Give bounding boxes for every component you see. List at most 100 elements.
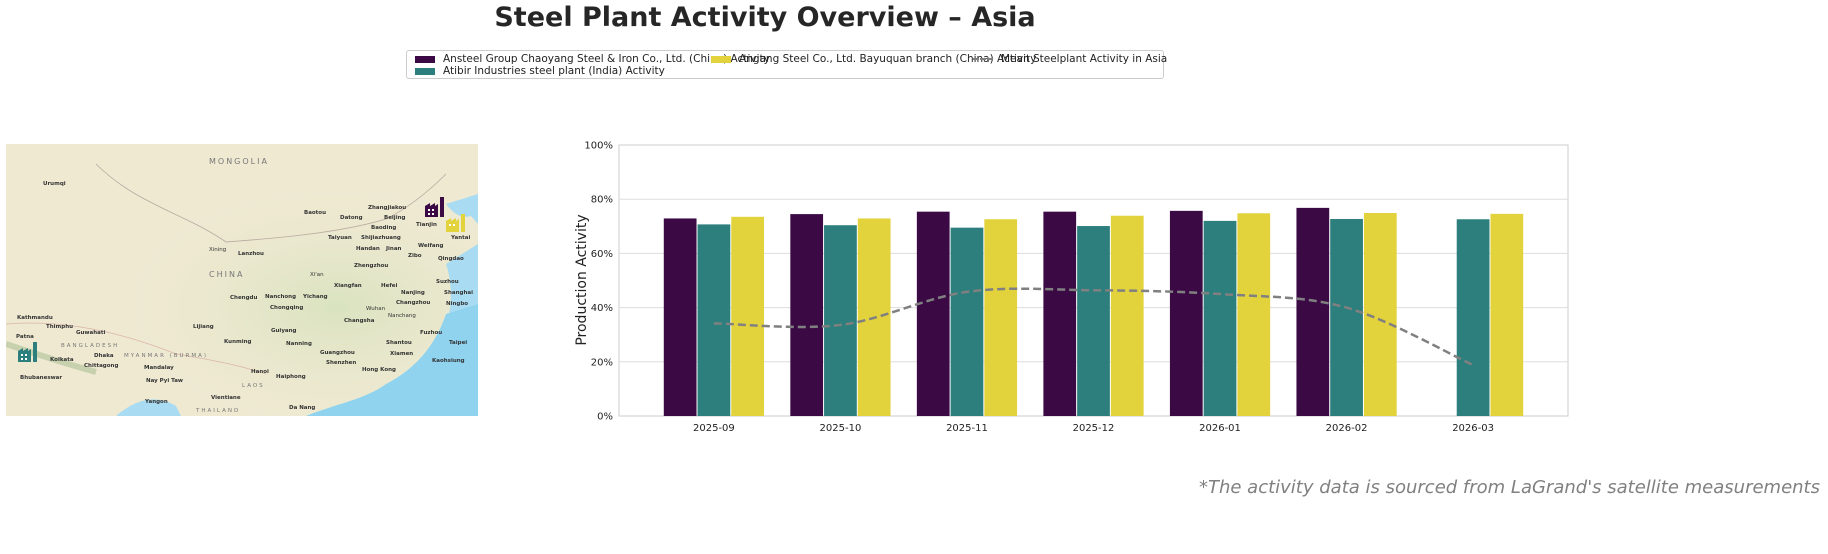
bar [663, 218, 697, 416]
map-label: Chongqing [270, 305, 304, 311]
map-label: Baoding [371, 225, 397, 231]
map-label: Zhangjiakou [368, 205, 407, 211]
factory-icon-purple[interactable] [424, 196, 446, 218]
y-tick-label: 20% [591, 357, 613, 368]
legend-swatch-angang [711, 55, 731, 63]
map-label: Lanzhou [238, 251, 264, 257]
map-label: Datong [340, 215, 363, 221]
map-label: Fuzhou [420, 330, 443, 336]
map-label: Bhubaneswar [20, 375, 63, 381]
y-tick-label: 80% [591, 195, 613, 206]
map-label: Weifang [418, 243, 444, 249]
map-label: Da Nang [289, 405, 316, 411]
map[interactable]: MONGOLIA CHINA BANGLADESH MYANMAR (BURMA… [6, 144, 478, 416]
x-tick-label: 2025-10 [820, 423, 862, 434]
legend-swatch-ansteel [415, 55, 435, 63]
map-label: Suzhou [436, 279, 459, 285]
legend-item-atibir: Atibir Industries steel plant (India) Ac… [415, 65, 665, 77]
map-label: Guangzhou [320, 350, 355, 356]
x-tick-label: 2026-03 [1452, 423, 1494, 434]
bar [790, 214, 824, 416]
map-label: Chittagong [84, 363, 119, 369]
x-tick-label: 2025-11 [946, 423, 988, 434]
legend-item-mean: Mean Steelplant Activity in Asia [973, 53, 1167, 65]
legend-item-angang: Angang Steel Co., Ltd. Bayuquan branch (… [711, 53, 1036, 65]
legend-label: Ansteel Group Chaoyang Steel & Iron Co.,… [443, 53, 770, 65]
bar [950, 227, 984, 416]
map-label: Ningbo [446, 301, 469, 307]
bar [1296, 207, 1330, 416]
map-label: Xiamen [390, 351, 414, 357]
map-label: Nanchong [265, 294, 297, 300]
map-label: Tianjin [416, 222, 437, 228]
map-label: Nanchang [388, 313, 416, 319]
map-label: Jinan [386, 246, 402, 252]
map-label: Mandalay [144, 365, 174, 371]
factory-icon-yellow[interactable] [445, 211, 467, 233]
map-label: Hong Kong [362, 367, 396, 373]
map-label: Shanghai [444, 290, 473, 296]
map-label: Zibo [408, 253, 422, 259]
map-label: THAILAND [196, 408, 241, 414]
x-tick-label: 2026-01 [1199, 423, 1241, 434]
map-label: Shantou [386, 340, 412, 346]
bar [697, 224, 731, 416]
bar [1237, 213, 1271, 416]
bar [1456, 219, 1490, 416]
map-label: Chengdu [230, 295, 258, 301]
map-label: Yantai [451, 235, 471, 241]
legend-label: Angang Steel Co., Ltd. Bayuquan branch (… [739, 53, 1037, 65]
map-label: MONGOLIA [209, 157, 269, 166]
bar [984, 219, 1018, 416]
footnote: *The activity data is sourced from LaGra… [1198, 477, 1820, 498]
chart-title: Steel Plant Activity Overview – Asia [494, 2, 1036, 33]
legend-label: Mean Steelplant Activity in Asia [1001, 53, 1168, 65]
bar [731, 216, 765, 416]
map-label: Yangon [145, 399, 168, 405]
map-label: Haiphong [276, 374, 306, 380]
map-label: CHINA [209, 270, 245, 279]
map-label: Guiyang [271, 328, 297, 334]
map-label: Nanning [286, 341, 312, 347]
map-label: Xiangfan [334, 283, 362, 289]
map-label: Changzhou [396, 300, 431, 306]
legend-line-mean [973, 58, 993, 60]
bar [824, 225, 857, 416]
map-label: Hanoi [251, 369, 269, 375]
y-axis-label: Production Activity [574, 214, 590, 346]
map-label: Kathmandu [17, 315, 53, 321]
y-tick-label: 40% [591, 303, 613, 314]
legend-label: Atibir Industries steel plant (India) Ac… [443, 65, 665, 77]
map-label: Guwahati [76, 330, 106, 336]
map-label: Qingdao [438, 256, 464, 262]
map-label: Thimphu [46, 324, 74, 330]
map-label: Zhengzhou [354, 263, 389, 269]
map-label: Kaohsiung [432, 358, 465, 364]
map-label: Patna [16, 334, 34, 340]
map-label: Yichang [303, 294, 328, 300]
map-label: Nay Pyi Taw [146, 378, 183, 384]
map-label: Beijing [384, 215, 406, 221]
bar [1043, 211, 1077, 416]
y-tick-label: 0% [597, 412, 613, 423]
map-label: BANGLADESH [61, 343, 120, 349]
map-label: Shenzhen [326, 360, 357, 366]
bar [1110, 215, 1144, 416]
x-tick-label: 2025-09 [693, 423, 735, 434]
map-label: Taipei [449, 340, 468, 346]
map-label: Taiyuan [328, 235, 352, 241]
map-label: Wuhan [366, 306, 386, 312]
factory-icon-teal[interactable] [17, 341, 39, 363]
x-tick-label: 2025-12 [1073, 423, 1115, 434]
map-basemap [6, 144, 478, 416]
bar [1330, 218, 1363, 416]
bar [1169, 210, 1203, 416]
map-label: Shijiazhuang [361, 235, 401, 241]
bar [1490, 213, 1524, 416]
legend-item-ansteel: Ansteel Group Chaoyang Steel & Iron Co.,… [415, 53, 770, 65]
map-label: MYANMAR (BURMA) [124, 353, 209, 359]
map-label: LAOS [242, 383, 265, 389]
y-tick-label: 100% [584, 141, 613, 152]
mean-line [713, 287, 1474, 367]
map-label: Lijiang [193, 324, 214, 330]
